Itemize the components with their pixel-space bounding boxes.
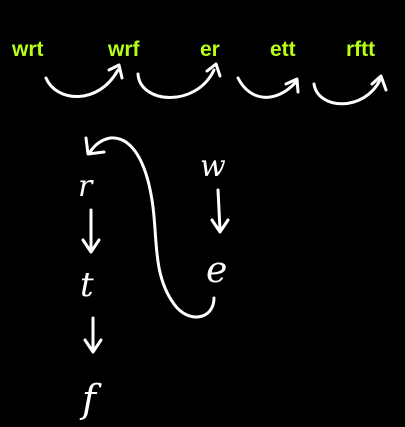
word-rftt: rftt xyxy=(346,38,375,61)
down-arrow-w-to-e xyxy=(210,188,230,234)
word-er: er xyxy=(200,38,220,61)
letter-w: w xyxy=(200,149,226,184)
letter-t: t xyxy=(80,265,94,305)
word-wrt: wrt xyxy=(11,38,44,61)
letter-e: e xyxy=(206,250,227,291)
arc-arrow-wrf-to-er xyxy=(136,62,222,99)
arc-arrow-er-to-ett xyxy=(236,76,300,99)
letter-f: f xyxy=(79,377,102,421)
word-ett: ett xyxy=(270,38,296,61)
curve-arrow-e-to-r xyxy=(84,136,216,319)
letter-r: r xyxy=(78,169,94,204)
down-arrow-t-to-f xyxy=(83,316,103,354)
word-wrf: wrf xyxy=(107,38,141,61)
arc-arrow-wrt-to-wrf xyxy=(44,63,124,98)
down-arrow-r-to-t xyxy=(81,208,101,254)
arc-arrow-ett-to-rftt xyxy=(312,74,388,106)
